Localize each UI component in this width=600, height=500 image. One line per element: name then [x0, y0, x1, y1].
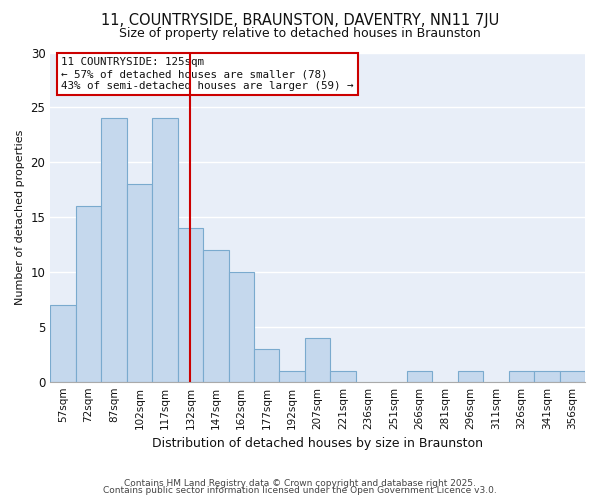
- Bar: [305, 338, 331, 382]
- Text: 11 COUNTRYSIDE: 125sqm
← 57% of detached houses are smaller (78)
43% of semi-det: 11 COUNTRYSIDE: 125sqm ← 57% of detached…: [61, 58, 353, 90]
- Text: 11, COUNTRYSIDE, BRAUNSTON, DAVENTRY, NN11 7JU: 11, COUNTRYSIDE, BRAUNSTON, DAVENTRY, NN…: [101, 12, 499, 28]
- Bar: [280, 370, 305, 382]
- Text: Contains HM Land Registry data © Crown copyright and database right 2025.: Contains HM Land Registry data © Crown c…: [124, 478, 476, 488]
- Bar: [203, 250, 229, 382]
- Bar: [50, 305, 76, 382]
- Text: Contains public sector information licensed under the Open Government Licence v3: Contains public sector information licen…: [103, 486, 497, 495]
- Bar: [407, 370, 432, 382]
- Bar: [178, 228, 203, 382]
- Bar: [127, 184, 152, 382]
- Text: Size of property relative to detached houses in Braunston: Size of property relative to detached ho…: [119, 28, 481, 40]
- Bar: [76, 206, 101, 382]
- Bar: [560, 370, 585, 382]
- Bar: [229, 272, 254, 382]
- Bar: [534, 370, 560, 382]
- Y-axis label: Number of detached properties: Number of detached properties: [15, 130, 25, 305]
- X-axis label: Distribution of detached houses by size in Braunston: Distribution of detached houses by size …: [152, 437, 483, 450]
- Bar: [254, 349, 280, 382]
- Bar: [331, 370, 356, 382]
- Bar: [152, 118, 178, 382]
- Bar: [458, 370, 483, 382]
- Bar: [509, 370, 534, 382]
- Bar: [101, 118, 127, 382]
